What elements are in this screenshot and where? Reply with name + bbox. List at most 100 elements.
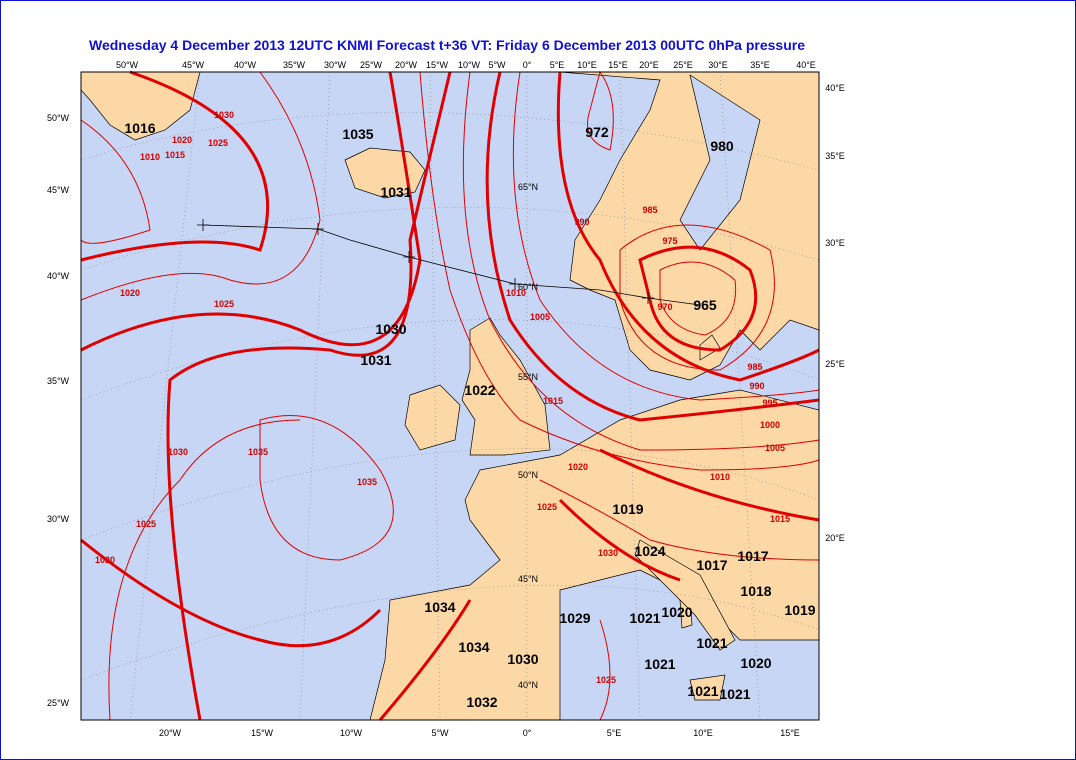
pressure-center: 1032 (466, 694, 497, 710)
isobar-label: 1025 (208, 138, 228, 148)
isobar-label: 1025 (537, 502, 557, 512)
pressure-center: 1022 (464, 382, 495, 398)
isobar-label: 1030 (168, 447, 188, 457)
sea (559, 74, 820, 721)
pressure-center: 1021 (696, 635, 727, 651)
bottom-axis-label: 5°W (431, 728, 449, 738)
pressure-center: 965 (693, 297, 717, 313)
pressure-center: 1035 (342, 126, 373, 142)
pressure-center: 1031 (360, 352, 391, 368)
pressure-center: 1029 (559, 610, 590, 626)
isobar-label: 1035 (357, 477, 377, 487)
isobar-label: 975 (662, 236, 677, 246)
top-axis-label: 5°E (550, 60, 565, 70)
pressure-center: 1020 (661, 604, 692, 620)
isobar-label: 1005 (530, 312, 550, 322)
isobar-label: 970 (657, 302, 672, 312)
top-axis-label: 30°E (708, 60, 728, 70)
grid-label: 50°N (518, 470, 538, 480)
top-axis-label: 5°W (488, 60, 506, 70)
grid-label: 45°N (518, 574, 538, 584)
top-axis-label: 20°E (639, 60, 659, 70)
left-axis-label: 25°W (47, 698, 70, 708)
isobar-label: 990 (574, 217, 589, 227)
isobar-label: 1020 (172, 135, 192, 145)
pressure-center: 1017 (696, 557, 727, 573)
isobar-label: 1030 (214, 110, 234, 120)
pressure-center: 1034 (424, 599, 455, 615)
pressure-center: 1021 (644, 656, 675, 672)
grid-label: 65°N (518, 182, 538, 192)
pressure-center: 1024 (634, 543, 665, 559)
grid-label: 55°N (518, 372, 538, 382)
pressure-center: 1020 (740, 655, 771, 671)
map (80, 70, 820, 721)
bottom-axis-label: 0° (523, 728, 532, 738)
pressure-center: 1030 (507, 651, 538, 667)
isobar-label: 1005 (765, 443, 785, 453)
pressure-center: 1017 (737, 548, 768, 564)
top-axis-label: 25°E (673, 60, 693, 70)
pressure-center: 1019 (612, 501, 643, 517)
left-axis-label: 40°W (47, 271, 70, 281)
map-frame (80, 71, 820, 721)
pressure-center: 1021 (629, 610, 660, 626)
top-axis-label: 30°W (324, 60, 347, 70)
isobar-label: 1010 (710, 472, 730, 482)
isobar-label: 985 (747, 362, 762, 372)
bottom-axis-label: 15°E (780, 728, 800, 738)
right-axis-label: 20°E (825, 533, 845, 543)
left-axis-label: 35°W (47, 376, 70, 386)
left-axis-label: 30°W (47, 514, 70, 524)
isobar-label: 1010 (506, 288, 526, 298)
grid-label: 40°N (518, 680, 538, 690)
bottom-axis-label: 15°W (251, 728, 274, 738)
top-axis-label: 40°W (234, 60, 257, 70)
pressure-center: 1016 (124, 120, 155, 136)
isobar-label: 995 (762, 398, 777, 408)
left-axis-label: 45°W (47, 185, 70, 195)
isobar-label: 1010 (140, 152, 160, 162)
isobar-label: 1015 (165, 150, 185, 160)
right-axis-label: 25°E (825, 359, 845, 369)
isobar-label: 1020 (120, 288, 140, 298)
isobar-label: 1000 (760, 420, 780, 430)
top-axis-label: 15°E (608, 60, 628, 70)
isobar-label: 1020 (95, 555, 115, 565)
pressure-center: 1021 (719, 686, 750, 702)
top-axis-label: 45°W (182, 60, 205, 70)
isobar-label: 1015 (770, 514, 790, 524)
right-axis-label: 35°E (825, 151, 845, 161)
bottom-axis-label: 5°E (607, 728, 622, 738)
isobar-label: 1030 (598, 548, 618, 558)
right-axis-label: 30°E (825, 238, 845, 248)
isobar-label: 1035 (248, 447, 268, 457)
top-axis-label: 35°E (750, 60, 770, 70)
pressure-center: 1034 (458, 639, 489, 655)
isobar-label: 1025 (214, 299, 234, 309)
pressure-center: 972 (585, 124, 609, 140)
track (197, 219, 701, 306)
left-axis-label: 50°W (47, 113, 70, 123)
top-axis-label: 35°W (283, 60, 306, 70)
top-axis-label: 20°W (395, 60, 418, 70)
bottom-axis-label: 10°E (693, 728, 713, 738)
isobar-label: 985 (642, 205, 657, 215)
top-axis-label: 25°W (360, 60, 383, 70)
islands (634, 539, 736, 701)
isobar-label: 1015 (543, 396, 563, 406)
right-axis-label: 40°E (825, 83, 845, 93)
pressure-center: 1030 (375, 321, 406, 337)
top-axis-label: 10°W (458, 60, 481, 70)
isobar-label: 990 (749, 381, 764, 391)
bottom-axis-label: 10°W (340, 728, 363, 738)
isobar-label: 1025 (596, 675, 616, 685)
top-axis-label: 40°E (796, 60, 816, 70)
isobar-label: 1025 (136, 519, 156, 529)
pressure-center: 1019 (784, 602, 815, 618)
isobars (80, 70, 820, 721)
bottom-axis-label: 20°W (159, 728, 182, 738)
map-title: Wednesday 4 December 2013 12UTC KNMI For… (89, 37, 805, 53)
top-axis-label: 0° (523, 60, 532, 70)
top-axis-label: 10°E (577, 60, 597, 70)
